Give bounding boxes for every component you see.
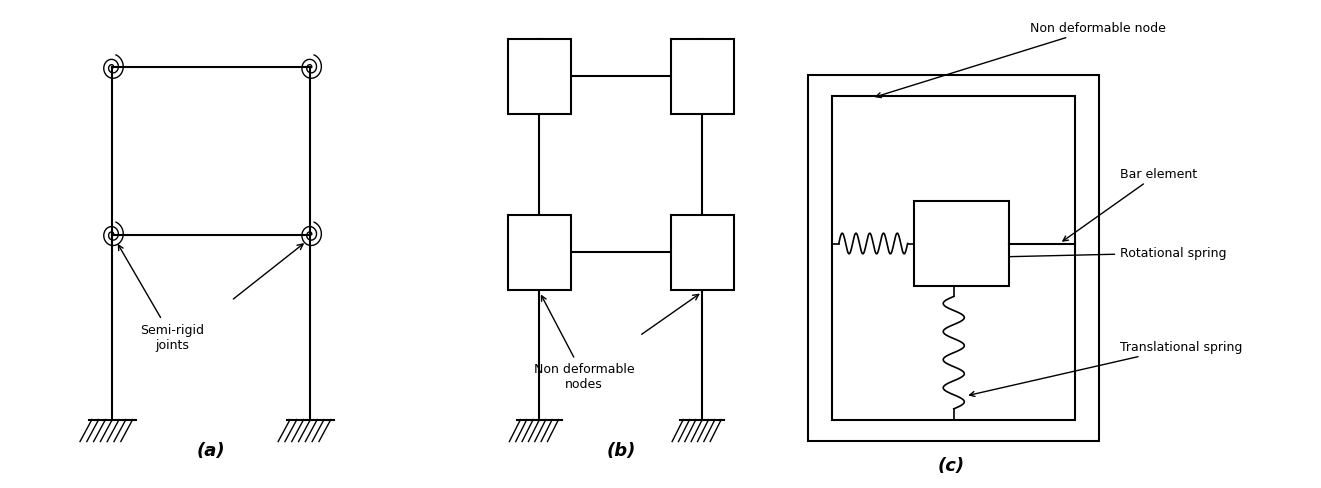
Text: (b): (b)	[606, 441, 635, 459]
Text: Translational spring: Translational spring	[970, 341, 1243, 397]
Text: Bar element: Bar element	[1063, 167, 1197, 242]
Text: Non deformable node: Non deformable node	[876, 22, 1166, 99]
Text: (c): (c)	[938, 456, 964, 473]
Bar	[671, 216, 733, 290]
Bar	[808, 75, 1099, 441]
Text: Semi-rigid
joints: Semi-rigid joints	[119, 245, 203, 351]
Bar	[509, 216, 571, 290]
Text: (a): (a)	[197, 441, 226, 459]
Text: Non deformable
nodes: Non deformable nodes	[534, 296, 634, 390]
Text: Rotational spring: Rotational spring	[974, 247, 1227, 260]
Bar	[914, 202, 1009, 286]
Bar	[832, 97, 1075, 420]
Bar	[509, 40, 571, 114]
Bar	[671, 40, 733, 114]
